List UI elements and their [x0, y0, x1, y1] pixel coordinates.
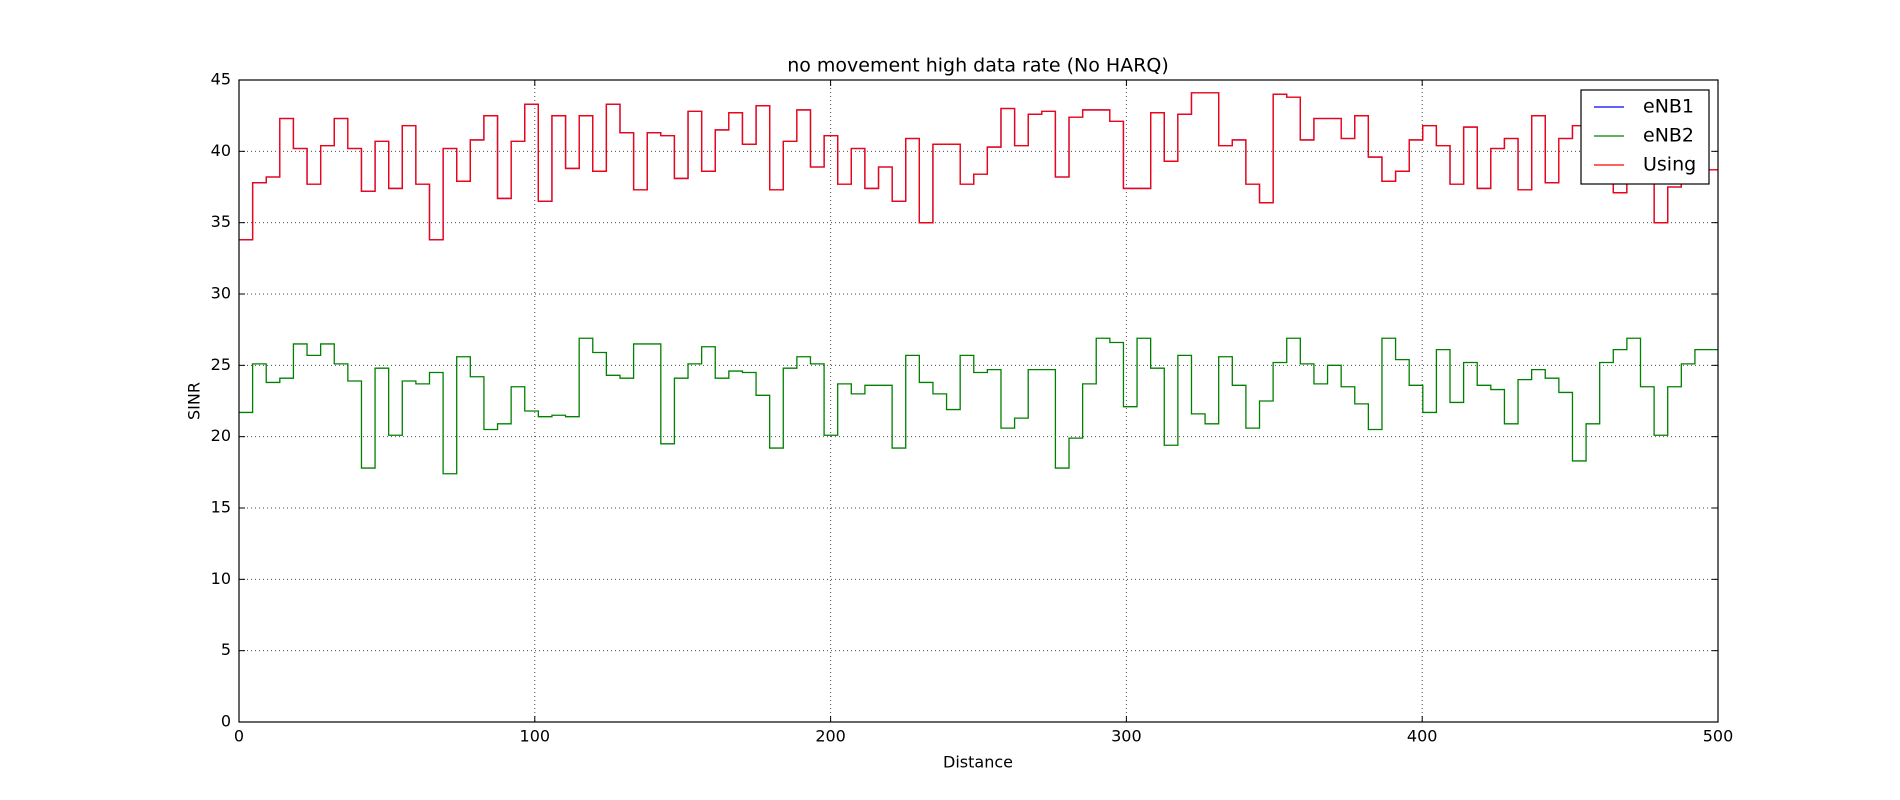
chart-title: no movement high data rate (No HARQ) — [787, 55, 1169, 77]
plot-frame — [238, 79, 1719, 723]
y-tick-label: 45 — [211, 70, 231, 89]
x-axis-label: Distance — [943, 753, 1013, 772]
legend-label: Using — [1643, 154, 1696, 176]
y-tick-label: 20 — [211, 426, 231, 445]
x-tick-label: 200 — [815, 727, 846, 746]
y-tick-label: 40 — [211, 141, 231, 160]
y-tick-label: 25 — [211, 355, 231, 374]
y-tick-label: 35 — [211, 212, 231, 231]
x-tick-label: 300 — [1111, 727, 1142, 746]
series-line — [239, 337, 1718, 475]
y-tick-label: 15 — [211, 498, 231, 517]
y-tick-label: 30 — [211, 284, 231, 303]
legend-box — [1580, 89, 1710, 185]
legend-label: eNB1 — [1643, 96, 1694, 118]
y-tick-label: 5 — [221, 640, 231, 659]
x-tick-label: 400 — [1407, 727, 1438, 746]
y-axis-label: SINR — [185, 382, 204, 420]
y-tick-label: 0 — [221, 712, 231, 731]
legend-label: eNB2 — [1643, 125, 1694, 147]
x-tick-label: 500 — [1703, 727, 1734, 746]
x-tick-label: 100 — [520, 727, 551, 746]
y-tick-label: 10 — [211, 569, 231, 588]
x-tick-label: 0 — [234, 727, 244, 746]
series-line — [239, 92, 1718, 241]
